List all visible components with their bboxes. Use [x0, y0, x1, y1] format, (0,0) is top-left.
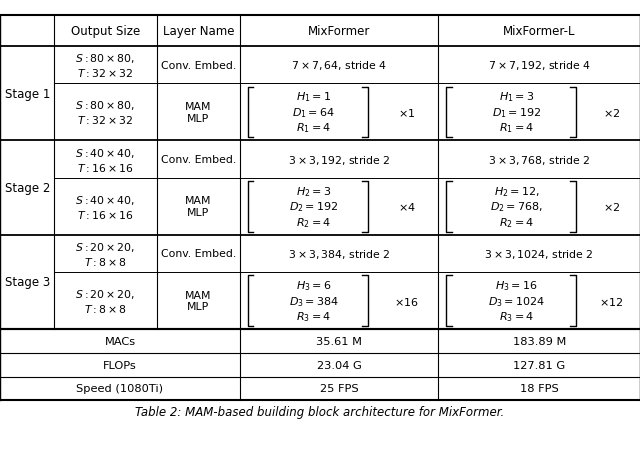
Text: $H_1 = 3$: $H_1 = 3$: [499, 91, 534, 104]
Text: 35.61 M: 35.61 M: [316, 336, 362, 346]
Text: $S : 40 \times 40,$
$T : 16 \times 16$: $S : 40 \times 40,$ $T : 16 \times 16$: [76, 193, 136, 220]
Text: $S : 40 \times 40,$
$T : 16 \times 16$: $S : 40 \times 40,$ $T : 16 \times 16$: [76, 146, 136, 173]
Text: 183.89 M: 183.89 M: [513, 336, 566, 346]
Text: MixFormer-L: MixFormer-L: [503, 25, 575, 38]
Text: $H_3 = 16$: $H_3 = 16$: [495, 279, 538, 293]
Text: Layer Name: Layer Name: [163, 25, 234, 38]
Text: $R_2 = 4$: $R_2 = 4$: [296, 215, 331, 229]
Text: 127.81 G: 127.81 G: [513, 360, 565, 370]
Text: $R_3 = 4$: $R_3 = 4$: [499, 309, 534, 323]
Text: FLOPs: FLOPs: [103, 360, 137, 370]
Text: MACs: MACs: [104, 336, 136, 346]
Text: $H_2 = 12,$: $H_2 = 12,$: [494, 185, 540, 198]
Text: $D_1 = 64$: $D_1 = 64$: [292, 106, 335, 120]
Text: Table 2: MAM-based building block architecture for MixFormer.: Table 2: MAM-based building block archit…: [136, 405, 504, 418]
Text: Stage 2: Stage 2: [4, 182, 50, 195]
Text: Stage 1: Stage 1: [4, 87, 50, 101]
Text: $\times 1$: $\times 1$: [397, 106, 415, 119]
Text: $3 \times 3, 1024$, stride 2: $3 \times 3, 1024$, stride 2: [484, 248, 594, 260]
Text: $7 \times 7, 64$, stride 4: $7 \times 7, 64$, stride 4: [291, 59, 387, 72]
Text: $S : 20 \times 20,$
$T : 8 \times 8$: $S : 20 \times 20,$ $T : 8 \times 8$: [76, 288, 136, 314]
Text: $\times 2$: $\times 2$: [602, 106, 620, 119]
Text: MAM
MLP: MAM MLP: [185, 290, 212, 312]
Text: $\times 4$: $\times 4$: [397, 201, 415, 213]
Text: $D_2 = 768,$: $D_2 = 768,$: [490, 200, 543, 214]
Text: $D_2 = 192$: $D_2 = 192$: [289, 200, 339, 214]
Text: Output Size: Output Size: [71, 25, 140, 38]
Text: MixFormer: MixFormer: [308, 25, 371, 38]
Text: 18 FPS: 18 FPS: [520, 384, 559, 394]
Text: $S : 20 \times 20,$
$T : 8 \times 8$: $S : 20 \times 20,$ $T : 8 \times 8$: [76, 240, 136, 268]
Text: Conv. Embed.: Conv. Embed.: [161, 155, 236, 165]
Text: $\times 2$: $\times 2$: [602, 201, 620, 213]
Text: $S : 80 \times 80,$
$T : 32 \times 32$: $S : 80 \times 80,$ $T : 32 \times 32$: [76, 52, 136, 79]
Text: 23.04 G: 23.04 G: [317, 360, 362, 370]
Text: $\times 12$: $\times 12$: [599, 295, 623, 307]
Text: $D_3 = 384$: $D_3 = 384$: [289, 294, 339, 308]
Text: 25 FPS: 25 FPS: [320, 384, 358, 394]
Text: $R_2 = 4$: $R_2 = 4$: [499, 215, 534, 229]
Text: $R_1 = 4$: $R_1 = 4$: [296, 121, 331, 135]
Text: $3 \times 3, 384$, stride 2: $3 \times 3, 384$, stride 2: [288, 248, 390, 260]
Text: $S : 80 \times 80,$
$T : 32 \times 32$: $S : 80 \times 80,$ $T : 32 \times 32$: [76, 99, 136, 126]
Text: $H_1 = 1$: $H_1 = 1$: [296, 91, 332, 104]
Text: $H_2 = 3$: $H_2 = 3$: [296, 185, 332, 198]
Text: $H_3 = 6$: $H_3 = 6$: [296, 279, 332, 293]
Text: $R_3 = 4$: $R_3 = 4$: [296, 309, 331, 323]
Text: $\times 16$: $\times 16$: [394, 295, 419, 307]
Text: Conv. Embed.: Conv. Embed.: [161, 249, 236, 259]
Text: $3 \times 3, 768$, stride 2: $3 \times 3, 768$, stride 2: [488, 153, 591, 166]
Text: MAM
MLP: MAM MLP: [185, 102, 212, 123]
Text: $D_3 = 1024$: $D_3 = 1024$: [488, 294, 545, 308]
Text: Conv. Embed.: Conv. Embed.: [161, 61, 236, 71]
Text: $3 \times 3, 192$, stride 2: $3 \times 3, 192$, stride 2: [288, 153, 390, 166]
Text: MAM
MLP: MAM MLP: [185, 196, 212, 217]
Text: $R_1 = 4$: $R_1 = 4$: [499, 121, 534, 135]
Text: Speed (1080Ti): Speed (1080Ti): [77, 384, 163, 394]
Text: $D_1 = 192$: $D_1 = 192$: [492, 106, 541, 120]
Text: Stage 3: Stage 3: [4, 276, 50, 289]
Text: $7 \times 7, 192$, stride 4: $7 \times 7, 192$, stride 4: [488, 59, 591, 72]
